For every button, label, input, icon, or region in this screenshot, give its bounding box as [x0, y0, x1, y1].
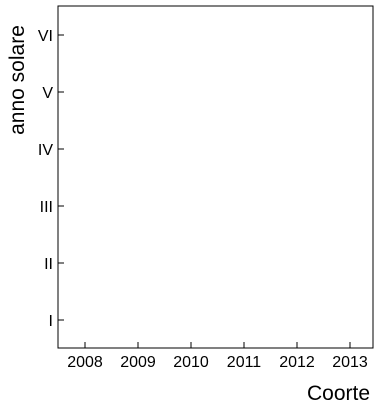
y-axis-title: anno solare	[6, 25, 29, 135]
x-tick-label: 2011	[227, 354, 262, 371]
y-tick-label: IV	[38, 142, 53, 159]
x-tick-label: 2010	[173, 354, 209, 371]
y-tick-label: II	[44, 256, 53, 273]
y-tick-label: V	[42, 85, 53, 102]
y-tick-label: I	[49, 313, 53, 330]
x-tick-label: 2012	[279, 354, 315, 371]
x-tick-label: 2008	[67, 354, 103, 371]
y-tick-label: III	[40, 199, 53, 216]
x-tick-label: 2013	[332, 354, 368, 371]
y-tick-label: VI	[38, 28, 53, 45]
x-axis: 2008 2009 2010 2011 2012 2013	[67, 342, 368, 371]
plot-frame	[57, 5, 374, 349]
x-tick-label: 2009	[120, 354, 156, 371]
x-axis-title: Coorte	[307, 382, 370, 404]
